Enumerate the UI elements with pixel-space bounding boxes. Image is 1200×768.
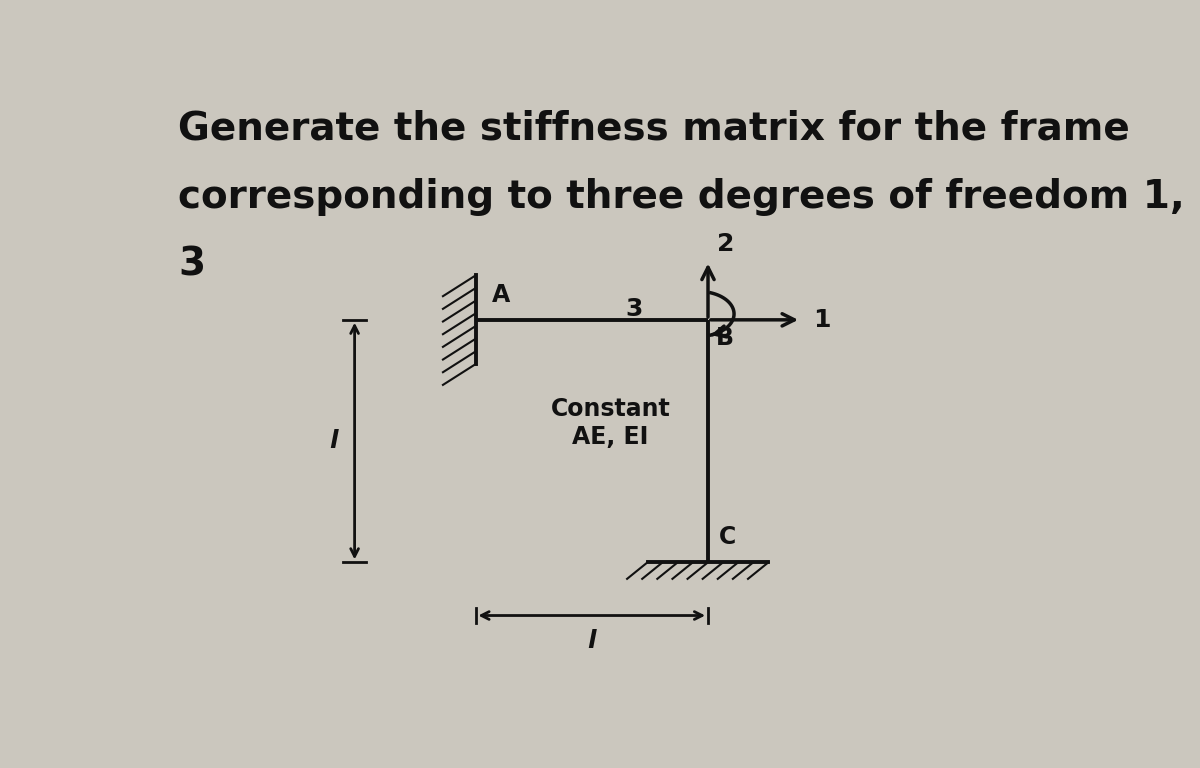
Text: 2: 2	[718, 232, 734, 256]
Text: 3: 3	[625, 297, 643, 321]
Text: corresponding to three degrees of freedom 1, 2,: corresponding to three degrees of freedo…	[178, 178, 1200, 216]
Text: l: l	[588, 628, 596, 653]
Text: Constant
AE, EI: Constant AE, EI	[551, 397, 671, 449]
Text: 3: 3	[178, 246, 205, 284]
Text: Generate the stiffness matrix for the frame: Generate the stiffness matrix for the fr…	[178, 110, 1129, 148]
Text: B: B	[715, 326, 733, 349]
Text: 1: 1	[814, 308, 830, 332]
Text: C: C	[719, 525, 737, 549]
Text: l: l	[329, 429, 338, 453]
Text: A: A	[492, 283, 510, 307]
